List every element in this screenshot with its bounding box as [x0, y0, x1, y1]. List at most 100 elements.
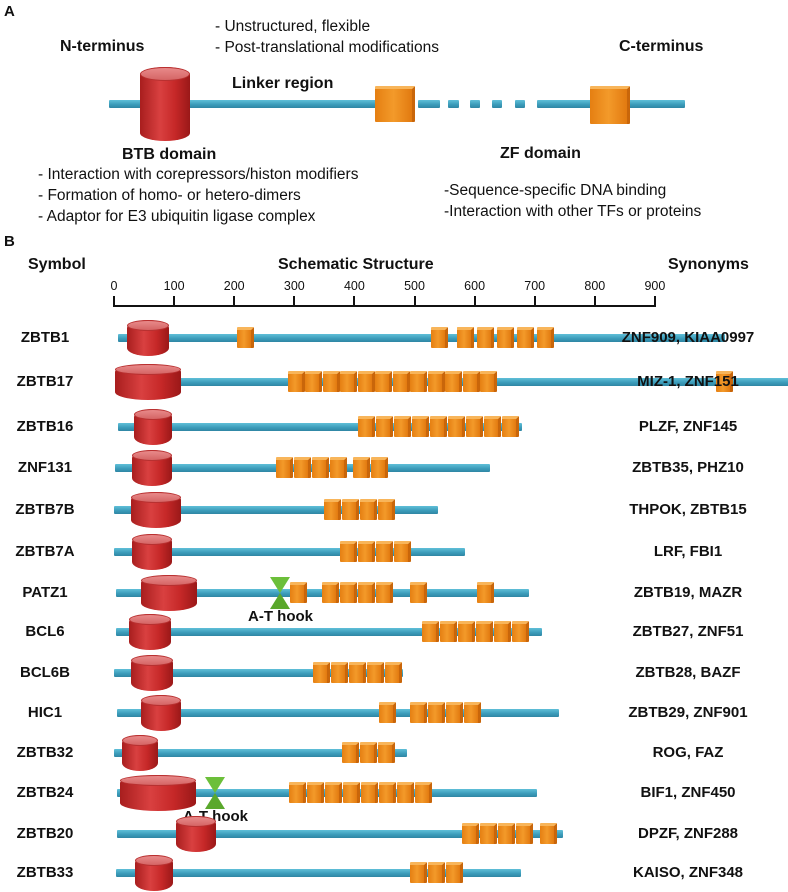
axis-tick — [233, 296, 236, 306]
gene-symbol: ZBTB24 — [16, 784, 74, 801]
zinc-finger — [410, 371, 427, 392]
zinc-finger — [477, 327, 494, 348]
gene-synonyms: ZBTB28, BAZF — [635, 664, 741, 681]
zinc-finger — [375, 371, 392, 392]
protein-backbone — [118, 423, 522, 431]
btb-note: - Adaptor for E3 ubiquitin ligase comple… — [38, 208, 316, 225]
zinc-finger — [516, 823, 533, 844]
zinc-finger — [288, 371, 305, 392]
linker-bar — [418, 100, 440, 108]
linker-note: - Unstructured, flexible — [215, 18, 371, 35]
btb-domain — [127, 320, 169, 356]
gene-synonyms: BIF1, ZNF450 — [640, 784, 736, 801]
linker-region-label: Linker region — [232, 75, 334, 92]
btb-domain — [132, 450, 172, 486]
linker-bar — [448, 100, 459, 108]
at-hook-icon — [270, 577, 290, 609]
axis-tick-label: 700 — [524, 279, 546, 293]
gene-symbol: ZBTB17 — [16, 373, 74, 390]
axis-tick — [113, 296, 115, 306]
btb-domain-label: BTB domain — [122, 146, 217, 163]
gene-symbol: ZBTB32 — [16, 744, 74, 761]
zinc-finger — [422, 621, 439, 642]
linker-bar — [515, 100, 525, 108]
gene-synonyms: MIZ-1, ZNF151 — [637, 373, 739, 390]
axis-tick-label: 600 — [464, 279, 486, 293]
zinc-finger — [353, 457, 370, 478]
axis-tick — [353, 296, 356, 306]
zinc-finger — [358, 541, 375, 562]
zinc-finger — [464, 702, 481, 723]
zinc-finger — [385, 662, 402, 683]
zinc-finger — [323, 371, 340, 392]
axis-tick-label: 200 — [223, 279, 245, 293]
axis-tick-label: 0 — [110, 279, 118, 293]
zinc-finger — [480, 823, 497, 844]
zinc-finger — [431, 327, 448, 348]
zinc-finger — [349, 662, 366, 683]
gene-synonyms: ZBTB29, ZNF901 — [628, 704, 748, 721]
zinc-finger — [397, 782, 414, 803]
axis-tick-label: 900 — [644, 279, 666, 293]
zf-note: -Interaction with other TFs or proteins — [444, 203, 702, 220]
linker-bar — [470, 100, 480, 108]
zinc-finger — [312, 457, 329, 478]
gene-symbol: ZNF131 — [17, 459, 73, 476]
protein-backbone — [116, 628, 542, 636]
linker-notes: - Unstructured, flexible - Post-translat… — [215, 16, 439, 58]
zinc-finger — [410, 702, 427, 723]
zinc-finger — [466, 416, 483, 437]
zf-domain-label: ZF domain — [500, 145, 581, 162]
zinc-finger — [517, 327, 534, 348]
zinc-finger — [440, 621, 457, 642]
protein-backbone — [114, 669, 403, 677]
zinc-finger — [376, 541, 393, 562]
zinc-finger — [502, 416, 519, 437]
structure-column-header: Schematic Structure — [278, 256, 434, 273]
axis-tick — [173, 296, 176, 306]
axis-tick — [593, 296, 596, 306]
axis-tick — [413, 296, 416, 306]
zinc-finger — [358, 416, 375, 437]
zinc-finger — [324, 499, 341, 520]
zinc-finger — [340, 371, 357, 392]
zf-domain-cube — [590, 86, 630, 124]
btb-domain — [135, 855, 173, 891]
protein-backbone — [118, 334, 725, 342]
zinc-finger — [497, 327, 514, 348]
zinc-finger — [294, 457, 311, 478]
gene-symbol: BCL6B — [19, 664, 70, 681]
zinc-finger — [360, 742, 377, 763]
zinc-finger — [376, 416, 393, 437]
axis-tick — [293, 296, 296, 306]
zinc-finger — [367, 662, 384, 683]
synonyms-column-header: Synonyms — [668, 256, 749, 273]
zinc-finger — [716, 371, 733, 392]
gene-symbol: BCL6 — [25, 623, 65, 640]
zinc-finger — [322, 582, 339, 603]
zinc-finger — [358, 371, 375, 392]
zinc-finger — [428, 371, 445, 392]
btb-domain — [131, 492, 181, 528]
linker-bar — [492, 100, 502, 108]
at-hook-icon — [205, 777, 225, 809]
zinc-finger — [430, 416, 447, 437]
zinc-finger — [446, 862, 463, 883]
zinc-finger — [393, 371, 410, 392]
zinc-finger — [537, 327, 554, 348]
axis-tick — [473, 296, 476, 306]
gene-synonyms: ROG, FAZ — [652, 744, 724, 761]
zinc-finger — [371, 457, 388, 478]
axis-baseline — [113, 305, 656, 307]
zinc-finger — [378, 742, 395, 763]
zinc-finger — [484, 416, 501, 437]
c-terminus-label: C-terminus — [619, 38, 704, 55]
linker-note: - Post-translational modifications — [215, 39, 439, 56]
gene-symbol: PATZ1 — [22, 584, 68, 601]
gene-synonyms: DPZF, ZNF288 — [637, 825, 739, 842]
gene-synonyms: ZBTB35, PHZ10 — [632, 459, 744, 476]
zinc-finger — [360, 499, 377, 520]
zinc-finger — [305, 371, 322, 392]
gene-synonyms: PLZF, ZNF145 — [638, 418, 738, 435]
btb-domain — [120, 775, 196, 811]
